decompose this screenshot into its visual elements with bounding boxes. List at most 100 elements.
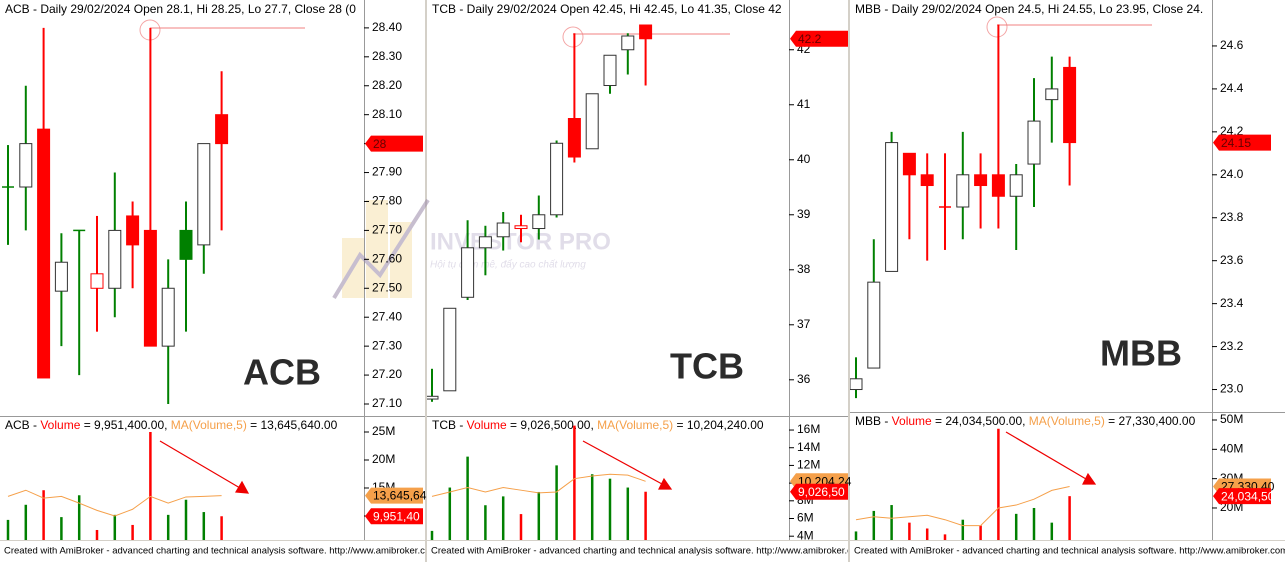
- tag-label: 9,951,40: [373, 509, 420, 523]
- y-tick-label: 27.70: [372, 223, 402, 237]
- candle-body: [1009, 174, 1023, 197]
- candle-body: [478, 236, 492, 249]
- candle-body: [850, 378, 863, 391]
- symbol-label: TCB: [670, 346, 744, 387]
- candle-body: [496, 222, 510, 238]
- tag-shape: [365, 487, 423, 504]
- y-tick-label: 23.6: [1220, 253, 1244, 267]
- candles: ACB - Daily 29/02/2024 Open 28.1, Hi 28.…: [2, 2, 356, 405]
- tag-label: 42.2: [798, 32, 822, 46]
- candle-body: [974, 174, 988, 187]
- footer-bar: [0, 541, 425, 562]
- candle-body: [427, 395, 439, 400]
- y-tick-label: 38: [797, 262, 811, 276]
- tag-shape: [790, 30, 848, 47]
- y-tick-label: 28.20: [372, 78, 402, 92]
- candle-body: [956, 174, 970, 208]
- y-tick-label: 27.40: [372, 309, 402, 323]
- y-tick-label: 4M: [797, 528, 814, 542]
- footer-bar: [850, 541, 1285, 562]
- y-tick-label: 24.2: [1220, 124, 1244, 138]
- y-tick-label: 23.2: [1220, 339, 1244, 353]
- header-part: MBB -: [855, 414, 892, 428]
- y-tick-label: 14M: [797, 440, 820, 454]
- header-part: = 9,026,500.00,: [507, 418, 597, 432]
- candle-body: [532, 214, 546, 230]
- y-tick-label: 41: [797, 97, 811, 111]
- header-part: = 9,951,400.00,: [80, 418, 170, 432]
- tag-shape: [365, 135, 423, 152]
- candles: TCB - Daily 29/02/2024 Open 42.45, Hi 42…: [427, 2, 782, 402]
- candle-body: [639, 24, 653, 40]
- candle-body: [108, 229, 122, 289]
- candle-body: [54, 261, 68, 292]
- candle-body: [161, 287, 175, 347]
- candle-body: [902, 152, 916, 176]
- candle-body: [885, 142, 899, 272]
- candle-body: [603, 54, 617, 87]
- candle-body: [461, 247, 475, 298]
- header-part: = 10,204,240.00: [673, 418, 764, 432]
- y-tick-label: 27.60: [372, 252, 402, 266]
- volume-pane: TCB - Volume = 9,026,500.00, MA(Volume,5…: [430, 418, 764, 540]
- tag-label: 24.15: [1221, 136, 1251, 150]
- y-tick-label: 6M: [797, 511, 814, 525]
- candle-body: [991, 174, 1005, 197]
- ma-line: [7, 489, 222, 517]
- tag-label: 24,034,50: [1221, 489, 1275, 503]
- header-part: ACB -: [5, 418, 40, 432]
- candle-body: [585, 93, 599, 150]
- y-tick-label: 27.30: [372, 338, 402, 352]
- y-tick-label: 24.0: [1220, 167, 1244, 181]
- volume-header: MBB - Volume = 24,034,500.00, MA(Volume,…: [855, 414, 1196, 428]
- y-tick-label: 24.6: [1220, 38, 1244, 52]
- symbol-label: MBB: [1100, 333, 1182, 374]
- value-tag: 13,645,64: [365, 487, 427, 504]
- volume-header: ACB - Volume = 9,951,400.00, MA(Volume,5…: [5, 418, 338, 432]
- header-part: TCB -: [432, 418, 467, 432]
- candle-body: [1063, 66, 1077, 144]
- tag-label: 9,026,50: [798, 485, 845, 499]
- volume-pane: MBB - Volume = 24,034,500.00, MA(Volume,…: [854, 414, 1196, 540]
- candle-body: [197, 143, 211, 246]
- y-tick-label: 25M: [372, 424, 395, 438]
- header-part: = 27,330,400.00: [1105, 414, 1196, 428]
- candle-body: [550, 142, 564, 216]
- candle-body: [37, 128, 51, 379]
- tag-shape: [790, 483, 848, 500]
- y-tick-label: 12M: [797, 458, 820, 472]
- value-tag: 9,026,50: [790, 483, 848, 500]
- footer-text: Created with AmiBroker - advanced charti…: [4, 546, 438, 557]
- symbol-label: ACB: [243, 352, 321, 393]
- value-tag: 28: [365, 135, 423, 152]
- value-tag: 24,034,50: [1213, 488, 1275, 505]
- y-tick-label: 27.80: [372, 194, 402, 208]
- candle-body: [514, 225, 528, 230]
- y-tick-label: 28.30: [372, 49, 402, 63]
- ma-line: [431, 473, 646, 497]
- header-part: = 24,034,500.00,: [932, 414, 1029, 428]
- header-part: MA(Volume,5): [597, 418, 673, 432]
- header-part: Volume: [467, 418, 507, 432]
- candle-body: [143, 229, 157, 347]
- y-tick-label: 27.20: [372, 367, 402, 381]
- candle-body: [179, 229, 193, 260]
- volume-pane: ACB - Volume = 9,951,400.00, MA(Volume,5…: [5, 418, 338, 540]
- tag-shape: [365, 508, 423, 525]
- y-tick-label: 37: [797, 317, 811, 331]
- y-tick-label: 23.0: [1220, 382, 1244, 396]
- y-tick-label: 16M: [797, 422, 820, 436]
- y-tick-label: 36: [797, 372, 811, 386]
- y-tick-label: 27.90: [372, 165, 402, 179]
- header-part: MA(Volume,5): [1029, 414, 1105, 428]
- candle-body: [920, 174, 934, 187]
- candle-body: [1027, 120, 1041, 165]
- arrows: [159, 431, 1097, 494]
- chart-title: TCB - Daily 29/02/2024 Open 42.45, Hi 42…: [432, 2, 782, 16]
- candle-body: [1045, 88, 1059, 101]
- value-tag: 9,951,40: [365, 508, 423, 525]
- value-tag: 24.15: [1213, 134, 1271, 151]
- y-tick-label: 28.10: [372, 107, 402, 121]
